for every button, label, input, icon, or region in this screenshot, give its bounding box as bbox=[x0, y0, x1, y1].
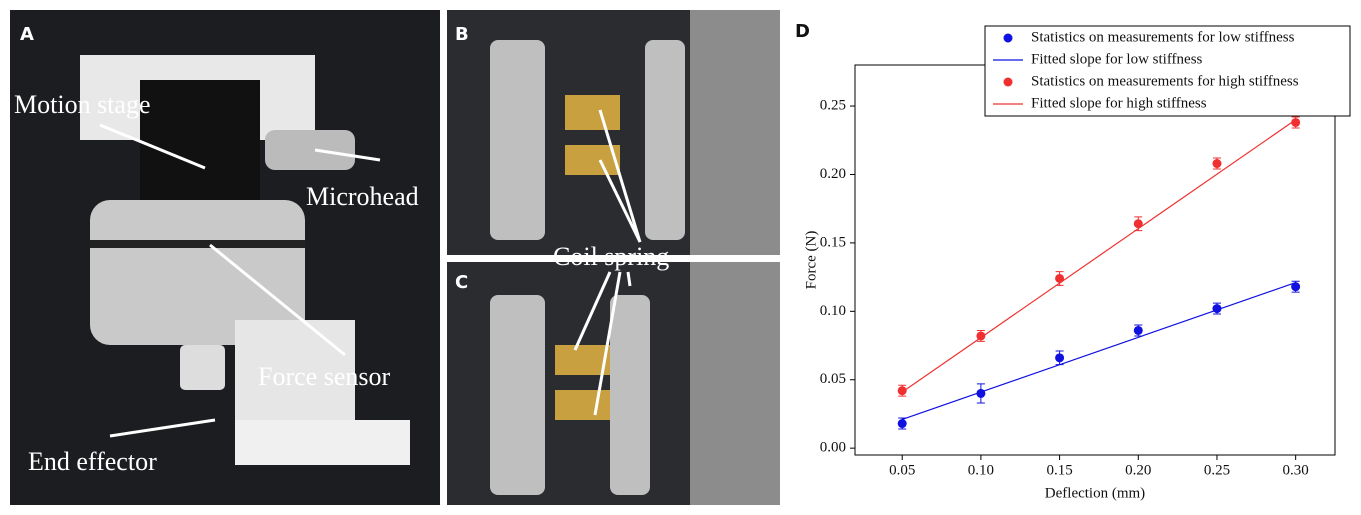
plot-frame bbox=[854, 64, 1336, 456]
x-tick-label: 0.15 bbox=[1046, 462, 1072, 478]
y-tick-label: 0.00 bbox=[820, 440, 846, 456]
photo-a: A Motion stage Microhead Force sensor En… bbox=[10, 10, 440, 505]
point bbox=[897, 419, 907, 429]
y-tick-label: 0.25 bbox=[820, 97, 846, 113]
point bbox=[1133, 219, 1143, 229]
x-tick-label: 0.25 bbox=[1204, 462, 1230, 478]
x-tick-label: 0.10 bbox=[968, 462, 994, 478]
chart: D Deflection (mm) Force (N) 0.05 0.10 0.15… bbox=[795, 21, 1351, 501]
x-tick-label: 0.20 bbox=[1125, 462, 1151, 478]
legend-entry: Statistics on measurements for low stiff… bbox=[1031, 29, 1295, 45]
x-tick-label: 0.05 bbox=[889, 462, 915, 478]
point bbox=[1055, 273, 1065, 283]
annotation: Microhead bbox=[306, 182, 419, 211]
legend-swatch bbox=[1003, 33, 1013, 43]
point bbox=[1212, 159, 1222, 169]
x-axis-label: Deflection (mm) bbox=[1045, 485, 1145, 501]
point bbox=[1055, 353, 1065, 363]
annotation: Coil spring bbox=[553, 242, 669, 271]
legend-entry: Fitted slope for low stiffness bbox=[1031, 51, 1203, 67]
panel-label: B bbox=[455, 24, 469, 45]
x-tick-label: 0.30 bbox=[1283, 462, 1309, 478]
y-tick-label: 0.15 bbox=[820, 234, 846, 250]
fit-line bbox=[901, 119, 1297, 393]
photo-b: B bbox=[447, 10, 780, 255]
point bbox=[1133, 325, 1143, 335]
arrows bbox=[99, 123, 381, 438]
y-axis-label: Force (N) bbox=[803, 231, 819, 290]
annotation: Force sensor bbox=[258, 362, 390, 391]
annotation: End effector bbox=[28, 447, 157, 476]
y-tick-label: 0.10 bbox=[820, 303, 846, 319]
y-tick-label: 0.20 bbox=[820, 166, 846, 182]
point bbox=[1291, 282, 1301, 292]
fit-line bbox=[902, 282, 1296, 420]
panel-label: A bbox=[20, 24, 34, 45]
panel-label: D bbox=[795, 21, 810, 42]
y-tick-label: 0.05 bbox=[820, 371, 846, 387]
arrows bbox=[573, 109, 642, 416]
point bbox=[976, 331, 986, 341]
point bbox=[1291, 117, 1301, 127]
photo-c: C Coil spring bbox=[447, 109, 780, 505]
legend-entry: Statistics on measurements for high stif… bbox=[1031, 73, 1299, 89]
legend-box bbox=[984, 25, 1351, 117]
point bbox=[897, 386, 907, 396]
legend-entry: Fitted slope for high stiffness bbox=[1031, 95, 1207, 111]
panel-label: C bbox=[455, 272, 468, 293]
annotation: Motion stage bbox=[14, 90, 151, 119]
legend-swatch bbox=[1003, 77, 1013, 87]
